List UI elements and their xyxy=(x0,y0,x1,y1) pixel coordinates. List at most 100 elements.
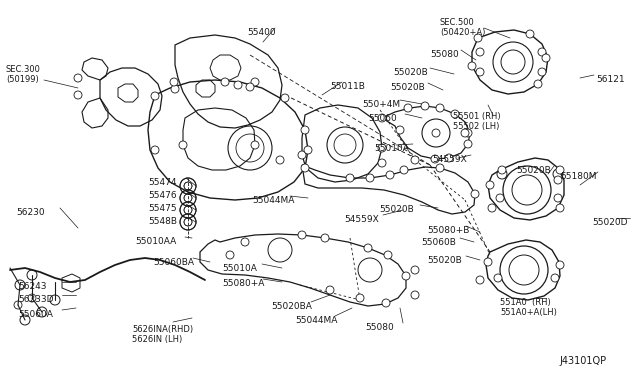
Circle shape xyxy=(445,154,453,162)
Text: 55060: 55060 xyxy=(368,114,397,123)
Circle shape xyxy=(179,141,187,149)
Circle shape xyxy=(378,159,386,167)
Circle shape xyxy=(170,78,178,86)
Text: 56121: 56121 xyxy=(596,75,625,84)
Text: 55080+B: 55080+B xyxy=(427,226,469,235)
Circle shape xyxy=(321,234,329,242)
Circle shape xyxy=(301,126,309,134)
Text: 55020B: 55020B xyxy=(427,256,461,265)
Circle shape xyxy=(474,34,482,42)
Text: 55060BA: 55060BA xyxy=(153,258,194,267)
Circle shape xyxy=(396,126,404,134)
Text: 54559X: 54559X xyxy=(432,155,467,164)
Circle shape xyxy=(542,54,550,62)
Circle shape xyxy=(464,140,472,148)
Circle shape xyxy=(411,156,419,164)
Circle shape xyxy=(171,85,179,93)
Circle shape xyxy=(301,164,309,172)
Text: 55080+A: 55080+A xyxy=(222,279,264,288)
Circle shape xyxy=(382,299,390,307)
Circle shape xyxy=(74,74,82,82)
Circle shape xyxy=(486,181,494,189)
Text: 55501 (RH)
55502 (LH): 55501 (RH) 55502 (LH) xyxy=(453,112,500,131)
Text: 55020D: 55020D xyxy=(592,218,627,227)
Text: 55080: 55080 xyxy=(365,323,394,332)
Circle shape xyxy=(476,68,484,76)
Text: 55020BA: 55020BA xyxy=(271,302,312,311)
Text: 55400: 55400 xyxy=(247,28,276,37)
Circle shape xyxy=(464,129,472,137)
Text: SEC.500
(50420+A): SEC.500 (50420+A) xyxy=(440,18,485,38)
Circle shape xyxy=(384,251,392,259)
Text: 5626INA(RHD)
5626IN (LH): 5626INA(RHD) 5626IN (LH) xyxy=(132,325,193,344)
Circle shape xyxy=(421,102,429,110)
Text: 55475: 55475 xyxy=(148,204,177,213)
Text: 55180M: 55180M xyxy=(560,172,596,181)
Circle shape xyxy=(556,261,564,269)
Text: 54559X: 54559X xyxy=(344,215,379,224)
Circle shape xyxy=(364,244,372,252)
Text: 55060B: 55060B xyxy=(421,238,456,247)
Circle shape xyxy=(356,294,364,302)
Text: 55010A: 55010A xyxy=(222,264,257,273)
Circle shape xyxy=(411,266,419,274)
Text: J43101QP: J43101QP xyxy=(559,356,606,366)
Circle shape xyxy=(74,91,82,99)
Circle shape xyxy=(476,48,484,56)
Circle shape xyxy=(468,62,476,70)
Circle shape xyxy=(226,251,234,259)
Circle shape xyxy=(304,146,312,154)
Circle shape xyxy=(484,258,492,266)
Circle shape xyxy=(476,276,484,284)
Circle shape xyxy=(431,155,439,163)
Text: 55044MA: 55044MA xyxy=(295,316,337,325)
Text: SEC.300
(50199): SEC.300 (50199) xyxy=(6,65,41,84)
Text: 55476: 55476 xyxy=(148,191,177,200)
Text: 5548B: 5548B xyxy=(148,217,177,226)
Circle shape xyxy=(241,238,249,246)
Circle shape xyxy=(538,48,546,56)
Circle shape xyxy=(432,129,440,137)
Circle shape xyxy=(366,174,374,182)
Text: 551A0  (RH)
551A0+A(LH): 551A0 (RH) 551A0+A(LH) xyxy=(500,298,557,317)
Circle shape xyxy=(554,176,562,184)
Text: 56233D: 56233D xyxy=(18,295,54,304)
Circle shape xyxy=(496,194,504,202)
Circle shape xyxy=(221,78,229,86)
Circle shape xyxy=(451,110,459,118)
Text: 55044MA: 55044MA xyxy=(252,196,294,205)
Circle shape xyxy=(411,291,419,299)
Circle shape xyxy=(400,166,408,174)
Circle shape xyxy=(471,190,479,198)
Circle shape xyxy=(251,78,259,86)
Circle shape xyxy=(538,68,546,76)
Circle shape xyxy=(234,81,242,89)
Text: 56243: 56243 xyxy=(18,282,47,291)
Text: 55011B: 55011B xyxy=(330,82,365,91)
Circle shape xyxy=(488,204,496,212)
Circle shape xyxy=(404,104,412,112)
Circle shape xyxy=(534,80,542,88)
Text: 550+4M: 550+4M xyxy=(362,100,400,109)
Circle shape xyxy=(378,114,386,122)
Circle shape xyxy=(298,151,306,159)
Circle shape xyxy=(386,171,394,179)
Text: 55060A: 55060A xyxy=(18,310,53,319)
Circle shape xyxy=(494,274,502,282)
Circle shape xyxy=(346,174,354,182)
Circle shape xyxy=(498,166,506,174)
Circle shape xyxy=(436,164,444,172)
Circle shape xyxy=(326,286,334,294)
Text: 55020B: 55020B xyxy=(393,68,428,77)
Circle shape xyxy=(556,204,564,212)
Text: 55010A: 55010A xyxy=(374,144,409,153)
Circle shape xyxy=(151,92,159,100)
Circle shape xyxy=(298,231,306,239)
Text: 55080: 55080 xyxy=(430,50,459,59)
Circle shape xyxy=(402,272,410,280)
Circle shape xyxy=(281,94,289,102)
Text: 55020B: 55020B xyxy=(379,205,413,214)
Text: 55010AA: 55010AA xyxy=(135,237,176,246)
Circle shape xyxy=(551,274,559,282)
Circle shape xyxy=(378,144,386,152)
